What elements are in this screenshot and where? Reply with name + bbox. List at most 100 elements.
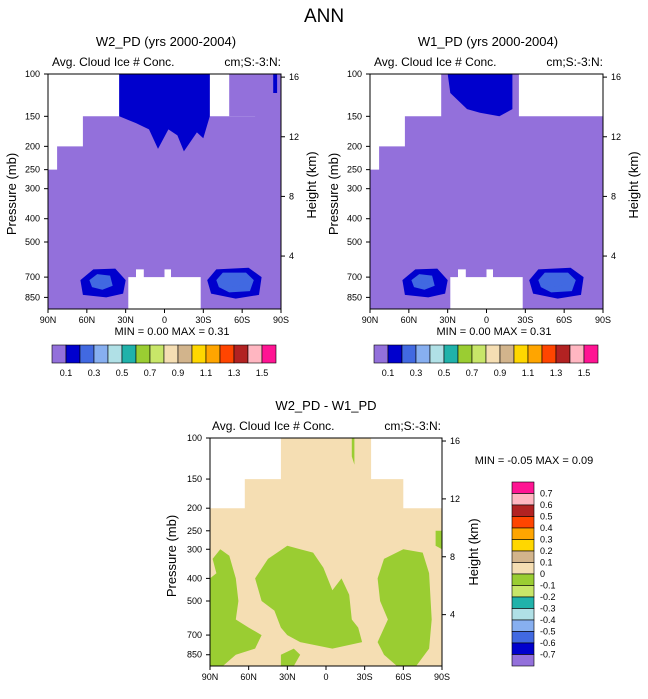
plot-area-w2: 90N 60N 30N 0 30S 60S 90S 100 150 200 250 300 400 500…	[25, 69, 299, 325]
colorbar-swatch	[261, 344, 277, 364]
contour-region-2	[128, 269, 201, 309]
panel-w1-y2-label: Height (km)	[626, 151, 641, 218]
colorbar-swatch	[233, 344, 249, 364]
colorbar-swatch	[511, 516, 535, 529]
panel-w2-minmax: MIN = 0.00 MAX = 0.31	[115, 326, 230, 338]
contour-region-1	[48, 74, 281, 309]
panel-diff-y2-label: Height (km)	[466, 518, 481, 585]
y-tick-label: 200	[25, 141, 40, 151]
colorbar-label: 0.1	[540, 558, 553, 568]
y-tick-label: 850	[347, 292, 362, 302]
colorbar-swatch	[511, 562, 535, 575]
figure-title: ANN	[304, 6, 344, 27]
x-tick-label: 60S	[556, 315, 572, 325]
colorbar-label: 0.6	[540, 500, 553, 510]
contour-region-4	[377, 549, 432, 666]
colorbar-swatch	[511, 539, 535, 552]
y2-tick-label: 16	[289, 72, 299, 82]
panel-w2-left-label: Avg. Cloud Ice # Conc.	[52, 55, 175, 69]
y-tick-label: 300	[187, 544, 202, 554]
colorbar-swatch	[401, 344, 417, 364]
panel-w2-title: W2_PD (yrs 2000-2004)	[96, 34, 236, 49]
x-tick-label: 90N	[202, 672, 219, 682]
colorbar-swatch	[569, 344, 585, 364]
contour-region-4	[273, 74, 278, 93]
colorbar-diff: 0.70.6 0.50.4 0.30.2 0.10 -0.1-0.2 -0.3-0.4 -0…	[511, 481, 556, 667]
colorbar-label: 0.2	[540, 546, 553, 556]
colorbar-swatch	[511, 642, 535, 655]
panel-w2-y2-label: Height (km)	[304, 151, 319, 218]
x-tick-label: 0	[323, 672, 328, 682]
colorbar-swatch	[511, 573, 535, 586]
colorbar-swatch	[471, 344, 487, 364]
x-tick-label: 60S	[234, 315, 250, 325]
colorbar-swatch	[51, 344, 67, 364]
colorbar-swatch	[107, 344, 123, 364]
colorbar-swatch	[555, 344, 571, 364]
colorbar-label: 0.5	[540, 512, 553, 522]
y-tick-label: 150	[347, 111, 362, 121]
y2-tick-label: 4	[450, 610, 455, 620]
colorbar-label: 0.1	[60, 368, 73, 378]
contour-field	[48, 74, 281, 309]
colorbar-label: 1.5	[578, 368, 591, 378]
colorbar-label: 1.1	[200, 368, 213, 378]
x-tick-label: 90N	[40, 315, 57, 325]
contour-region-5	[421, 277, 430, 285]
colorbar-swatch	[177, 344, 193, 364]
colorbar-swatch	[205, 344, 221, 364]
panel-w1-minmax: MIN = 0.00 MAX = 0.31	[437, 326, 552, 338]
x-tick-label: 0	[162, 315, 167, 325]
colorbar-label: 0.9	[494, 368, 507, 378]
x-tick-label: 90N	[362, 315, 379, 325]
x-tick-label: 90S	[434, 672, 450, 682]
y-tick-label: 250	[187, 526, 202, 536]
contour-region-0	[370, 74, 603, 309]
y-tick-label: 100	[347, 69, 362, 79]
contour-field	[370, 74, 603, 309]
colorbar-swatch	[387, 344, 403, 364]
panel-w1-y-label: Pressure (mb)	[326, 153, 341, 235]
plot-area-diff: 90N 60N 30N 0 30S 60S 90S 100 150 200 250 300 400 500…	[187, 433, 460, 682]
panel-w1: W1_PD (yrs 2000-2004) Avg. Cloud Ice # C…	[326, 34, 641, 378]
colorbar-swatch	[163, 344, 179, 364]
y2-tick-label: 12	[611, 132, 621, 142]
contour-region-8	[544, 275, 567, 288]
contour-region-3	[119, 74, 210, 152]
panel-diff-y-label: Pressure (mb)	[164, 515, 179, 597]
y2-tick-label: 8	[289, 191, 294, 201]
x-tick-label: 60N	[401, 315, 418, 325]
contour-region-1	[450, 269, 523, 309]
colorbar-swatch	[511, 481, 535, 494]
colorbar-swatch	[121, 344, 137, 364]
colorbar-label: -0.5	[540, 627, 556, 637]
colorbar-label: -0.2	[540, 592, 556, 602]
colorbar-swatch	[499, 344, 515, 364]
y-tick-label: 250	[347, 165, 362, 175]
colorbar-label: -0.4	[540, 615, 556, 625]
colorbar-label: 0	[540, 569, 545, 579]
panel-w1-left-label: Avg. Cloud Ice # Conc.	[374, 55, 497, 69]
colorbar-label: 0.3	[540, 535, 553, 545]
colorbar-label: 1.1	[522, 368, 535, 378]
y2-tick-label: 4	[611, 251, 616, 261]
contour-region-0	[48, 74, 281, 309]
y-tick-label: 400	[25, 214, 40, 224]
colorbar-label: 0.9	[172, 368, 185, 378]
colorbar-swatch	[511, 619, 535, 632]
colorbar-w1: 0.1 0.3 0.5 0.7 0.9 1.1 1.3 1.5	[373, 344, 599, 378]
colorbar-label: 0.7	[466, 368, 479, 378]
y-tick-label: 100	[187, 433, 202, 443]
colorbar-label: -0.3	[540, 604, 556, 614]
colorbar-swatch	[457, 344, 473, 364]
colorbar-swatch	[511, 504, 535, 517]
y2-tick-label: 8	[611, 191, 616, 201]
colorbar-label: 0.7	[144, 368, 157, 378]
contour-region-6	[280, 648, 301, 666]
colorbar-label: -0.6	[540, 638, 556, 648]
colorbar-swatch	[511, 631, 535, 644]
y-tick-label: 200	[347, 141, 362, 151]
colorbar-swatch	[527, 344, 543, 364]
x-tick-label: 30N	[279, 672, 296, 682]
